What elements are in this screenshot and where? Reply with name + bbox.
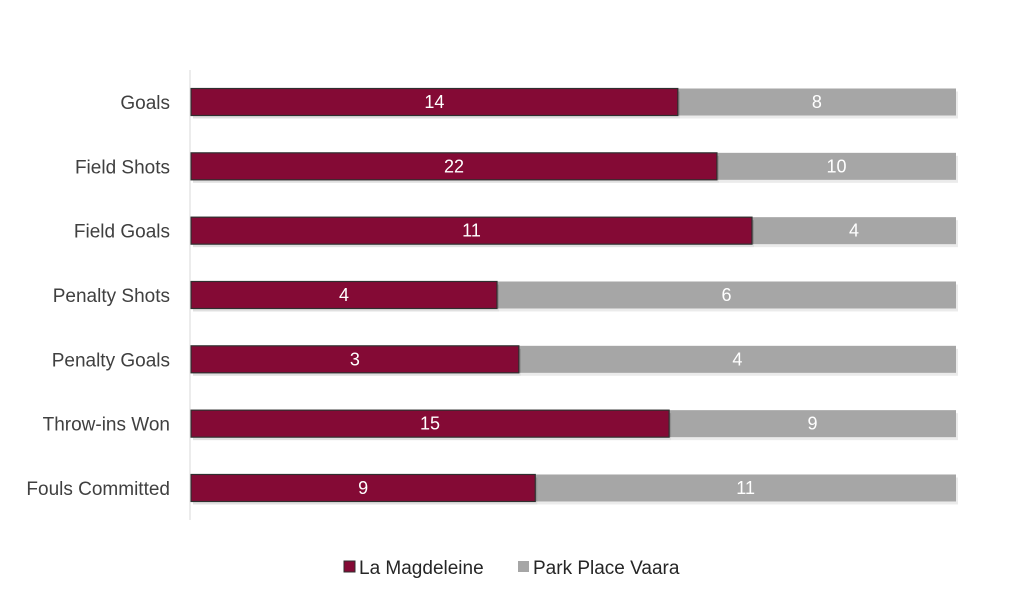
legend-swatch <box>518 561 529 572</box>
legend-label: La Magdeleine <box>359 558 484 579</box>
bar-park-place-vaara-field-shots <box>716 152 956 180</box>
data-label-la-magdeleine: 3 <box>350 349 360 369</box>
legend: La Magdeleine Park Place Vaara <box>343 558 680 579</box>
bar-la-magdeleine-field-goals <box>190 216 753 245</box>
bar-park-place-vaara-penalty-shots <box>497 281 956 309</box>
data-label-park-place-vaara: 8 <box>812 92 822 112</box>
category-label: Penalty Goals <box>52 350 170 371</box>
category-label: Fouls Committed <box>26 479 170 500</box>
data-label-la-magdeleine: 22 <box>444 156 464 176</box>
bar-park-place-vaara-throw-ins-won <box>669 410 956 438</box>
data-label-park-place-vaara: 4 <box>732 349 742 369</box>
legend-label: Park Place Vaara <box>533 558 680 579</box>
bar-la-magdeleine-throw-ins-won <box>190 409 670 438</box>
category-labels: Goals Field Shots Field Goals Penalty Shots… <box>26 93 170 500</box>
category-label: Goals <box>120 93 170 114</box>
bar-la-magdeleine-fouls-committed <box>190 473 536 503</box>
category-label: Penalty Shots <box>53 286 170 307</box>
bar-la-magdeleine-goals <box>190 87 679 117</box>
bar-park-place-vaara-fouls-committed <box>535 474 956 502</box>
bar-park-place-vaara-field-goals <box>752 217 956 245</box>
data-label-la-magdeleine: 11 <box>462 221 481 241</box>
bar-park-place-vaara-goals <box>677 88 956 116</box>
bar-la-magdeleine-penalty-shots <box>190 280 498 310</box>
data-label-la-magdeleine: 15 <box>420 414 440 434</box>
legend-swatch <box>343 560 356 573</box>
bar-park-place-vaara-penalty-goals <box>518 345 956 373</box>
category-label: Throw-ins Won <box>43 415 170 436</box>
data-label-park-place-vaara: 9 <box>808 414 818 434</box>
data-label-park-place-vaara: 10 <box>826 156 846 176</box>
category-label: Field Goals <box>74 222 170 243</box>
bar-la-magdeleine-penalty-goals <box>190 345 520 374</box>
data-label-park-place-vaara: 11 <box>736 478 755 498</box>
bars-group: 14 8 22 10 11 4 4 6 3 4 15 9 9 11 <box>190 87 958 505</box>
data-label-park-place-vaara: 4 <box>849 221 859 241</box>
data-label-la-magdeleine: 9 <box>358 478 368 498</box>
data-label-la-magdeleine: 4 <box>339 285 349 305</box>
category-label: Field Shots <box>75 157 170 178</box>
data-label-la-magdeleine: 14 <box>424 92 444 112</box>
data-label-park-place-vaara: 6 <box>721 285 731 305</box>
bar-la-magdeleine-field-shots <box>190 152 718 181</box>
